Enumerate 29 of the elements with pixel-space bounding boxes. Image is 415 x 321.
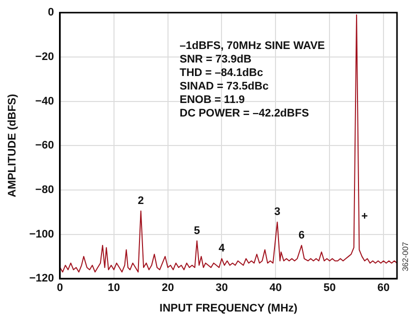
annotation: THD = –84.1dBc bbox=[180, 67, 264, 80]
y-tick-label: −80 bbox=[35, 184, 54, 196]
x-tick-label: 10 bbox=[108, 282, 120, 294]
x-tick-label: 40 bbox=[270, 282, 282, 294]
x-tick-label: 50 bbox=[323, 282, 336, 294]
annotation: SINAD = 73.5dBc bbox=[180, 80, 269, 93]
annotation: 5 bbox=[194, 224, 200, 237]
y-tick-label: 0 bbox=[48, 6, 54, 19]
annotation: 3 bbox=[274, 206, 280, 218]
x-tick-label: 0 bbox=[56, 282, 64, 294]
annotation: + bbox=[361, 210, 368, 223]
x-axis-title: INPUT FREQUENCY (MHz) bbox=[160, 302, 298, 314]
text: 362-007 bbox=[401, 241, 410, 272]
x-tick-label: 60 bbox=[377, 282, 390, 294]
annotation: –1dBFS, 70MHz SINE WAVE bbox=[180, 40, 325, 52]
x-tick-label: 20 bbox=[162, 282, 174, 294]
y-tick-label: −40 bbox=[35, 95, 54, 108]
annotation: DC POWER = –42.2dBFS bbox=[180, 108, 309, 120]
annotation: ENOB = 11.9 bbox=[180, 94, 245, 106]
annotation: 6 bbox=[298, 229, 305, 242]
y-tick-label: −100 bbox=[29, 228, 54, 240]
x-tick-label: 30 bbox=[216, 282, 228, 294]
y-tick-label: −120 bbox=[29, 272, 54, 285]
annotation: 4 bbox=[218, 242, 226, 255]
annotation: SNR = 73.9dB bbox=[180, 54, 252, 66]
y-tick-label: −60 bbox=[35, 140, 54, 152]
y-axis-title: AMPLITUDE (dBFS) bbox=[6, 94, 19, 198]
annotation: 2 bbox=[138, 195, 144, 208]
y-tick-label: −20 bbox=[35, 50, 54, 63]
